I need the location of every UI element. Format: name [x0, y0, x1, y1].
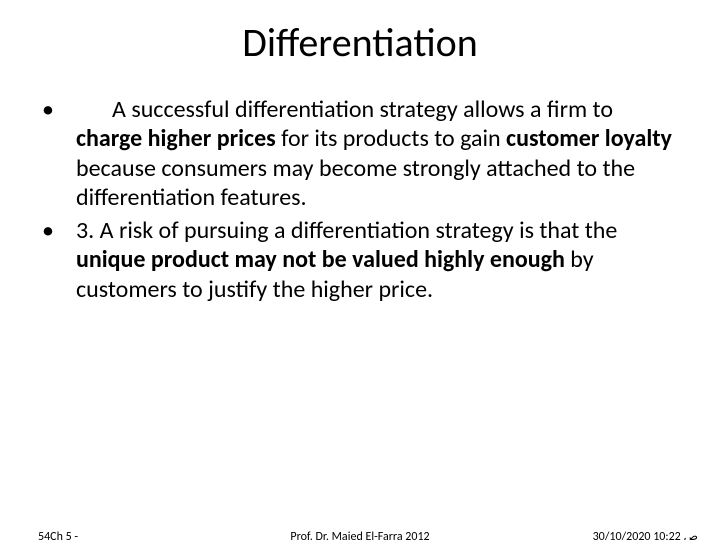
text-run: because consumers may become strongly at…: [76, 154, 635, 212]
text-run: A successful differentiation strategy al…: [112, 95, 613, 124]
bullet-list: A successful differentiation strategy al…: [38, 95, 682, 304]
bold-run: charge higher prices: [76, 124, 276, 153]
text-run: for its products to gain: [276, 124, 506, 153]
slide-title: Differentiation: [0, 18, 720, 67]
footer-right: ص 10:22 30/10/2020: [593, 529, 698, 540]
slide: Differentiation A successful differentia…: [0, 18, 720, 540]
text-run: 3. A risk of pursuing a differentiation …: [76, 216, 617, 245]
bold-run: unique product may not be valued highly …: [76, 245, 565, 274]
footer-center: Prof. Dr. Majed El-Farra 2012: [290, 530, 429, 540]
slide-body: A successful differentiation strategy al…: [0, 95, 720, 304]
bold-run: customer loyalty: [506, 124, 672, 153]
bullet-item: A successful differentiation strategy al…: [38, 95, 682, 212]
bullet-item: 3. A risk of pursuing a differentiation …: [38, 216, 682, 304]
footer-left: 54Ch 5 -: [38, 530, 78, 540]
